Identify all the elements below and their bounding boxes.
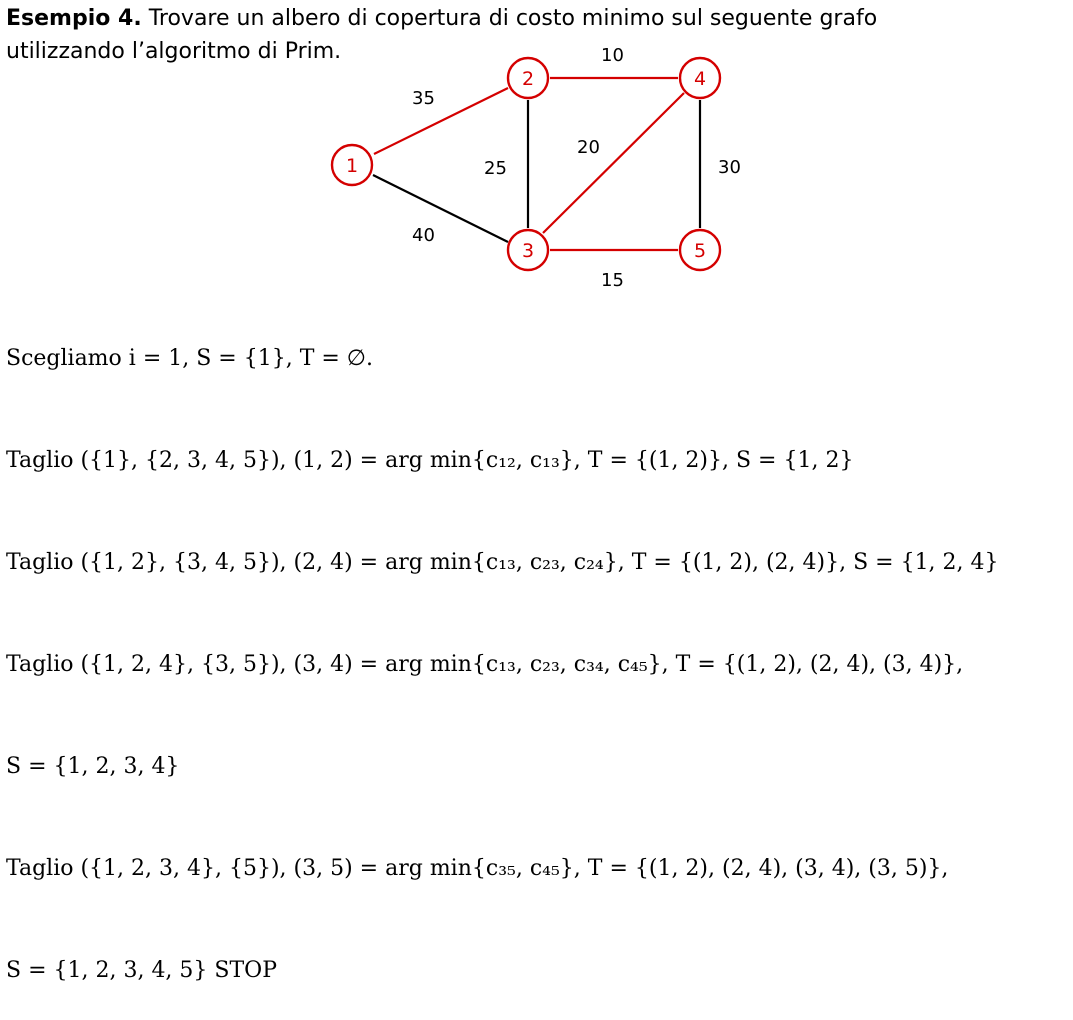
node-3: 3 <box>506 228 550 272</box>
edge-3-4-weight: 20 <box>577 137 600 158</box>
edge-1-2-weight: 35 <box>412 88 435 109</box>
step-line-3: Taglio ({1, 2}, {3, 4, 5}), (2, 4) = arg… <box>6 550 999 575</box>
node-4-label: 4 <box>694 68 706 90</box>
edge-1-2 <box>373 87 509 155</box>
step-line-4: Taglio ({1, 2, 4}, {3, 5}), (3, 4) = arg… <box>6 652 964 677</box>
node-3-label: 3 <box>522 240 534 262</box>
node-4: 4 <box>678 56 722 100</box>
node-2-label: 2 <box>522 68 534 90</box>
statement-line-2: utilizzando l’algoritmo di Prim. <box>6 39 342 64</box>
statement-line-1: Esempio 4. Trovare un albero di copertur… <box>6 2 877 35</box>
node-5: 5 <box>678 228 722 272</box>
step-line-1: Scegliamo i = 1, S = {1}, T = ∅. <box>6 346 373 371</box>
step-line-6: Taglio ({1, 2, 3, 4}, {5}), (3, 5) = arg… <box>6 856 949 881</box>
step-line-7: S = {1, 2, 3, 4, 5} STOP <box>6 958 277 983</box>
edge-1-3-weight: 40 <box>412 225 435 246</box>
node-2: 2 <box>506 56 550 100</box>
statement-text-1: Trovare un albero di copertura di costo … <box>141 6 878 31</box>
node-1-label: 1 <box>346 155 358 177</box>
step-line-5: S = {1, 2, 3, 4} <box>6 754 180 779</box>
edge-4-5-weight: 30 <box>718 157 741 178</box>
edge-2-4-weight: 10 <box>601 45 624 66</box>
step-line-2: Taglio ({1}, {2, 3, 4, 5}), (1, 2) = arg… <box>6 448 854 473</box>
edge-2-3-weight: 25 <box>484 158 507 179</box>
algorithm-steps: Scegliamo i = 1, S = {1}, T = ∅. Taglio … <box>6 274 999 1020</box>
node-1: 1 <box>330 143 374 187</box>
edge-3-5-weight: 15 <box>601 270 624 291</box>
example-statement: Esempio 4. Trovare un albero di copertur… <box>6 2 877 68</box>
edge-1-3 <box>372 174 509 243</box>
example-title: Esempio 4. <box>6 6 142 31</box>
node-5-label: 5 <box>694 240 706 262</box>
edge-3-4 <box>542 92 685 234</box>
graph-figure: 35 40 10 25 20 30 15 1 2 3 4 5 <box>330 45 741 291</box>
